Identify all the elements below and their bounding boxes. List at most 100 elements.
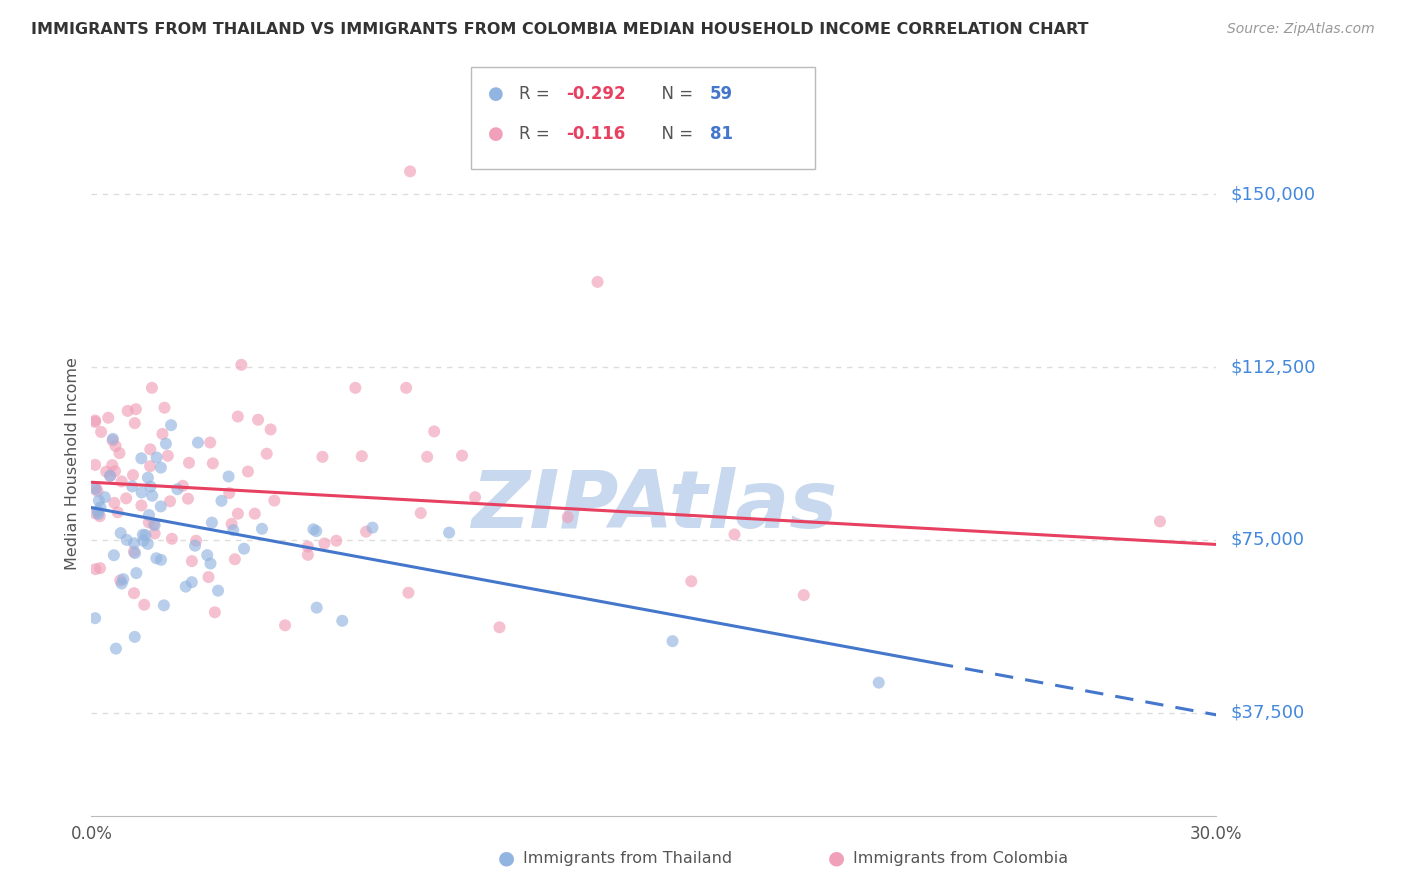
Point xyxy=(153,401,176,415)
Text: $37,500: $37,500 xyxy=(1230,704,1305,722)
Point xyxy=(174,580,197,594)
Point xyxy=(200,435,222,450)
Point xyxy=(103,548,125,562)
Point xyxy=(139,459,162,474)
Point xyxy=(142,516,165,531)
Text: Immigrants from Colombia: Immigrants from Colombia xyxy=(853,851,1069,865)
Text: 81: 81 xyxy=(710,125,733,143)
Point xyxy=(115,491,138,506)
Text: ●: ● xyxy=(498,848,515,868)
Point xyxy=(274,618,297,632)
Point xyxy=(344,381,367,395)
Point xyxy=(297,540,319,554)
Point xyxy=(143,526,166,541)
Point xyxy=(98,468,121,483)
Point xyxy=(557,510,579,524)
Point xyxy=(110,574,132,588)
Point xyxy=(117,404,139,418)
Point xyxy=(111,576,134,591)
Text: R =: R = xyxy=(519,85,555,103)
Point xyxy=(104,464,127,478)
Point xyxy=(108,446,131,460)
Point xyxy=(138,508,160,522)
Text: N =: N = xyxy=(651,125,699,143)
Point xyxy=(451,449,474,463)
Point xyxy=(354,524,377,539)
Text: ZIPAtlas: ZIPAtlas xyxy=(471,467,837,545)
Point xyxy=(101,458,124,472)
Point xyxy=(184,539,207,553)
Point xyxy=(177,456,200,470)
Point xyxy=(159,494,181,508)
Point xyxy=(250,522,273,536)
Point xyxy=(172,479,194,493)
Point xyxy=(305,524,328,538)
Point xyxy=(488,620,510,634)
Text: -0.116: -0.116 xyxy=(567,125,626,143)
Point xyxy=(131,451,153,466)
Point xyxy=(661,634,683,648)
Point xyxy=(122,544,145,558)
Point xyxy=(149,500,172,514)
Text: $75,000: $75,000 xyxy=(1230,531,1305,549)
Point xyxy=(236,465,259,479)
Point xyxy=(201,516,224,530)
Text: $150,000: $150,000 xyxy=(1230,186,1315,203)
Point xyxy=(314,536,336,550)
Point xyxy=(136,471,159,485)
Point xyxy=(98,468,121,483)
Point xyxy=(84,413,107,427)
Point xyxy=(247,413,270,427)
Point xyxy=(86,484,108,499)
Point xyxy=(187,435,209,450)
Point xyxy=(139,479,162,493)
Point xyxy=(87,493,110,508)
Text: ●: ● xyxy=(488,125,505,143)
Point xyxy=(586,275,609,289)
Y-axis label: Median Household Income: Median Household Income xyxy=(65,358,80,570)
Point xyxy=(149,460,172,475)
Point xyxy=(143,518,166,533)
Point xyxy=(180,575,202,590)
Point xyxy=(84,611,107,625)
Point xyxy=(103,496,125,510)
Point xyxy=(90,425,112,439)
Point xyxy=(361,520,384,534)
Point xyxy=(131,485,153,500)
Point xyxy=(207,583,229,598)
Point xyxy=(134,528,156,542)
Point xyxy=(110,526,132,541)
Point xyxy=(437,525,460,540)
Point xyxy=(221,516,243,531)
Point xyxy=(160,418,183,433)
Point xyxy=(233,541,256,556)
Point xyxy=(243,507,266,521)
Point xyxy=(96,465,118,479)
Point xyxy=(150,553,173,567)
Point xyxy=(155,436,177,450)
Point xyxy=(226,507,249,521)
Point xyxy=(115,533,138,547)
Point xyxy=(125,566,148,580)
Point xyxy=(180,554,202,568)
Point xyxy=(84,482,107,496)
Point xyxy=(89,509,111,524)
Point xyxy=(723,527,745,541)
Point xyxy=(84,458,107,472)
Point xyxy=(132,527,155,541)
Point xyxy=(222,523,245,537)
Point xyxy=(256,447,278,461)
Text: -0.292: -0.292 xyxy=(567,85,626,103)
Point xyxy=(89,561,111,575)
Point xyxy=(84,482,107,496)
Text: 59: 59 xyxy=(710,85,733,103)
Point xyxy=(195,548,218,562)
Point xyxy=(200,557,222,571)
Point xyxy=(868,675,890,690)
Point xyxy=(399,164,422,178)
Point xyxy=(464,490,486,504)
Point xyxy=(136,537,159,551)
Point xyxy=(84,506,107,520)
Text: Source: ZipAtlas.com: Source: ZipAtlas.com xyxy=(1227,22,1375,37)
Point xyxy=(84,562,107,576)
